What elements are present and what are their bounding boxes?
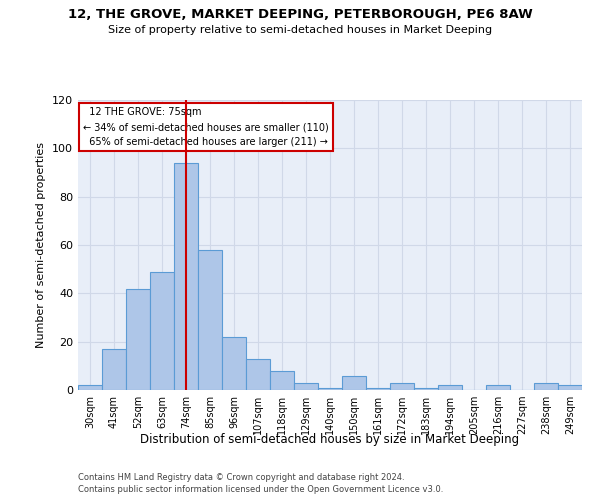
Text: Distribution of semi-detached houses by size in Market Deeping: Distribution of semi-detached houses by … [140, 432, 520, 446]
Bar [534, 383, 558, 390]
Bar [174, 163, 198, 390]
Bar [198, 250, 222, 390]
Bar [102, 349, 126, 390]
Bar [222, 337, 246, 390]
Bar [78, 385, 102, 390]
Y-axis label: Number of semi-detached properties: Number of semi-detached properties [37, 142, 46, 348]
Bar [126, 288, 150, 390]
Bar [390, 383, 414, 390]
Text: Contains public sector information licensed under the Open Government Licence v3: Contains public sector information licen… [78, 485, 443, 494]
Bar [558, 385, 582, 390]
Bar [294, 383, 318, 390]
Text: 12, THE GROVE, MARKET DEEPING, PETERBOROUGH, PE6 8AW: 12, THE GROVE, MARKET DEEPING, PETERBORO… [68, 8, 532, 20]
Bar [270, 370, 294, 390]
Text: Contains HM Land Registry data © Crown copyright and database right 2024.: Contains HM Land Registry data © Crown c… [78, 472, 404, 482]
Bar [150, 272, 174, 390]
Text: 12 THE GROVE: 75sqm
← 34% of semi-detached houses are smaller (110)
  65% of sem: 12 THE GROVE: 75sqm ← 34% of semi-detach… [83, 108, 329, 147]
Bar [246, 358, 270, 390]
Bar [486, 385, 510, 390]
Bar [318, 388, 342, 390]
Bar [342, 376, 366, 390]
Text: Size of property relative to semi-detached houses in Market Deeping: Size of property relative to semi-detach… [108, 25, 492, 35]
Bar [366, 388, 390, 390]
Bar [438, 385, 462, 390]
Bar [414, 388, 438, 390]
